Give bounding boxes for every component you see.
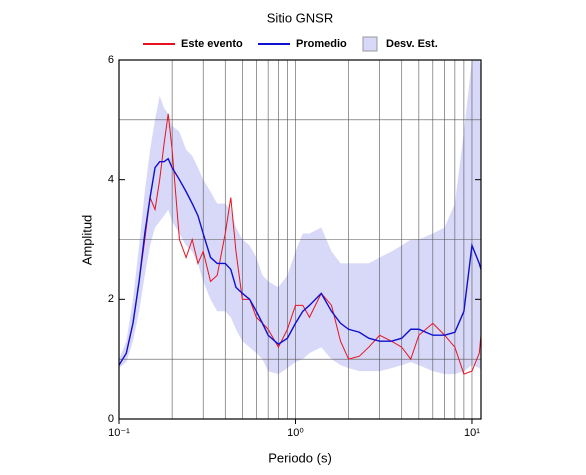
legend-label: Este evento xyxy=(181,38,243,50)
x-tick-label: 10¹ xyxy=(464,427,480,439)
legend-label: Promedio xyxy=(296,38,347,50)
y-tick-label: 2 xyxy=(108,293,114,305)
x-axis-label: Periodo (s) xyxy=(268,450,332,465)
legend-label: Desv. Est. xyxy=(386,38,438,50)
legend-swatch xyxy=(362,36,378,52)
std-band xyxy=(119,60,481,375)
line xyxy=(118,157,482,366)
y-axis-label: Amplitud xyxy=(79,215,94,266)
chart-title: Sitio GNSR xyxy=(267,10,333,25)
y-tick-label: 4 xyxy=(108,174,114,186)
x-tick-label: 10⁰ xyxy=(287,427,304,439)
x-tick-label: 10⁻¹ xyxy=(108,427,130,439)
y-tick-label: 0 xyxy=(108,413,114,425)
plot-frame xyxy=(118,59,482,420)
y-tick-label: 6 xyxy=(108,54,114,66)
